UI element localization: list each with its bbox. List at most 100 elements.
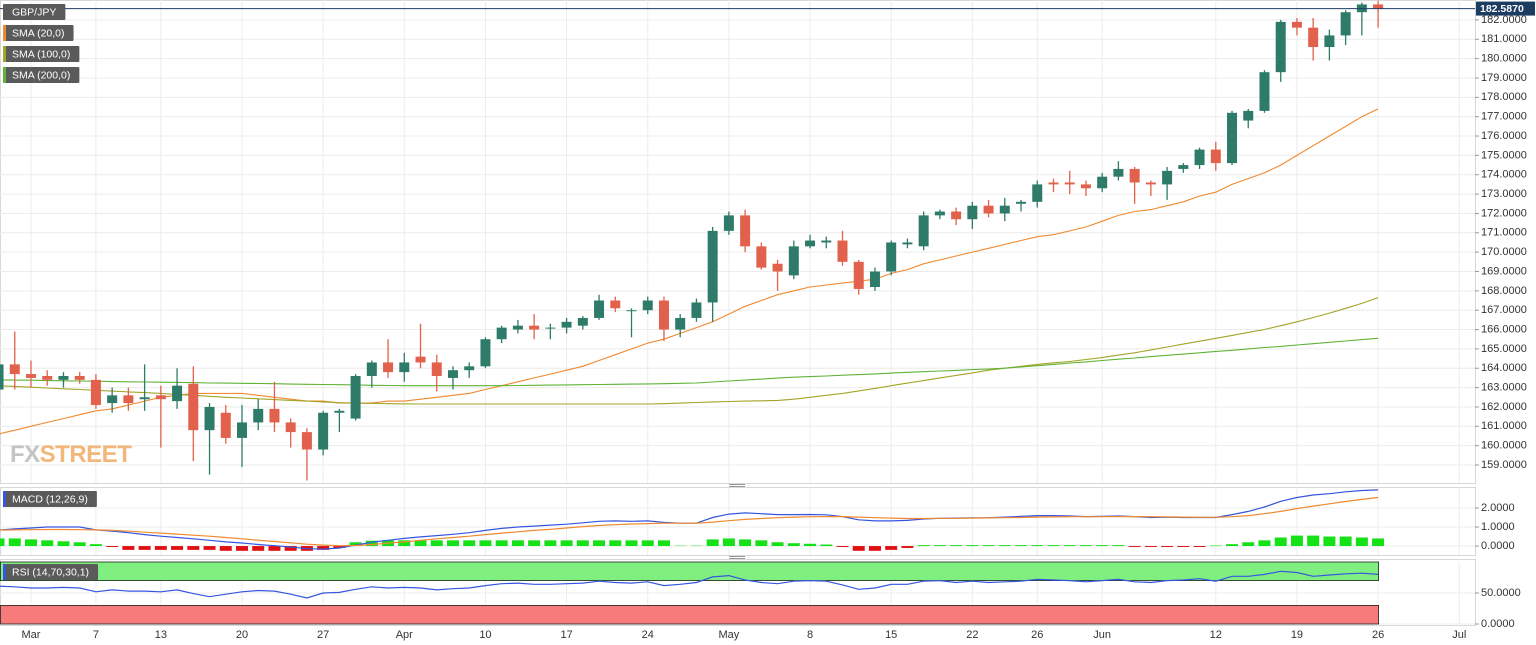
- histogram-bar: [252, 546, 265, 551]
- histogram-bar: [901, 546, 914, 548]
- histogram-bar: [73, 542, 86, 547]
- candle-body: [869, 271, 880, 287]
- histogram-bar: [1307, 535, 1320, 547]
- histogram-bar: [203, 546, 216, 550]
- candle-body: [496, 327, 507, 340]
- pane-resize-handle[interactable]: [729, 556, 745, 559]
- candle-body: [772, 263, 783, 272]
- legend-box: [3, 46, 80, 62]
- histogram-bar: [868, 546, 881, 551]
- histogram-bar: [122, 546, 135, 550]
- x-tick-label: 8: [807, 629, 813, 641]
- candle-body: [188, 383, 199, 431]
- candle-body: [1308, 27, 1319, 48]
- x-tick-label: 20: [236, 629, 248, 641]
- candle-body: [1064, 182, 1075, 185]
- y-tick-label: 160.0000: [1481, 440, 1527, 452]
- histogram-bar: [284, 546, 297, 551]
- candle-body: [123, 395, 134, 404]
- histogram-bar: [1209, 545, 1222, 547]
- x-tick-label: 26: [1031, 629, 1043, 641]
- candle-body: [350, 375, 361, 419]
- candle-body: [805, 240, 816, 247]
- y-tick-label: 171.0000: [1481, 227, 1527, 239]
- x-tick-label: 17: [560, 629, 572, 641]
- x-tick-label: 26: [1372, 629, 1384, 641]
- y-tick-label: 177.0000: [1481, 111, 1527, 123]
- candle-body: [740, 215, 751, 247]
- candle-body: [821, 240, 832, 243]
- histogram-bar: [268, 546, 281, 551]
- pane-resize-handle[interactable]: [729, 484, 745, 487]
- candle-body: [366, 362, 377, 376]
- watermark-part: STREET: [40, 441, 133, 468]
- candle-body: [837, 240, 848, 262]
- candle-body: [1097, 176, 1108, 189]
- candle-body: [1291, 21, 1302, 28]
- candle-body: [1113, 168, 1124, 177]
- candle-body: [577, 317, 588, 326]
- histogram-bar: [511, 540, 524, 547]
- histogram-bar: [722, 538, 735, 547]
- legend-box: [3, 25, 74, 41]
- candle-body: [42, 375, 53, 380]
- histogram-bar: [1258, 540, 1271, 547]
- histogram-bar: [235, 546, 248, 551]
- y-tick-label: 173.0000: [1481, 188, 1527, 200]
- candle-body: [675, 317, 686, 330]
- histogram-bar: [1112, 545, 1125, 547]
- candle-body: [1373, 4, 1384, 9]
- legend-swatch: [3, 564, 6, 580]
- legend-item[interactable]: SMA (200,0): [3, 67, 80, 83]
- sma-line: [0, 108, 1379, 435]
- histogram-bar: [1031, 545, 1044, 547]
- histogram-bar: [446, 540, 459, 547]
- candle-body: [545, 327, 556, 329]
- histogram-bar: [820, 544, 833, 547]
- candle-body: [253, 408, 264, 423]
- candle-body: [155, 395, 166, 400]
- legend-item[interactable]: RSI (14,70,30,1): [3, 564, 99, 580]
- candle-body: [26, 374, 36, 378]
- legend-label: SMA (100,0): [12, 48, 70, 60]
- candle-body: [707, 230, 718, 303]
- candle-body: [983, 205, 994, 214]
- histogram-bar: [966, 545, 979, 547]
- histogram-bar: [430, 540, 443, 547]
- candle-body: [918, 215, 929, 247]
- histogram-bar: [171, 546, 184, 550]
- candle-body: [1145, 182, 1156, 185]
- y-tick-label: 162.0000: [1481, 401, 1527, 413]
- candle-body: [383, 362, 394, 373]
- candle-body: [399, 362, 410, 373]
- legend-item[interactable]: SMA (20,0): [3, 25, 74, 41]
- candle-body: [58, 375, 69, 380]
- legend-item[interactable]: MACD (12,26,9): [3, 491, 97, 507]
- histogram-bar: [706, 539, 719, 547]
- candle-body: [107, 395, 118, 404]
- candle-body: [480, 339, 491, 367]
- histogram-bar: [641, 540, 654, 547]
- histogram-bar: [625, 540, 638, 547]
- histogram-bar: [1372, 538, 1385, 547]
- x-tick-label: 7: [93, 629, 99, 641]
- histogram-bar: [463, 540, 476, 547]
- candle-body: [951, 211, 962, 220]
- last-price-label: 182.5870: [1480, 3, 1524, 15]
- x-tick-label: Jul: [1452, 629, 1466, 641]
- candle-body: [139, 397, 150, 400]
- y-tick-label: 179.0000: [1481, 72, 1527, 84]
- price-pane: [0, 0, 1476, 484]
- candle-body: [723, 215, 734, 231]
- oversold-band: [0, 605, 1379, 625]
- candle-body: [1129, 168, 1140, 183]
- y-tick-label: 175.0000: [1481, 149, 1527, 161]
- x-tick-label: 24: [642, 629, 654, 641]
- y-tick-label: 0.0000: [1481, 540, 1515, 552]
- candle-body: [853, 261, 864, 289]
- legend-item[interactable]: GBP/JPY: [3, 4, 66, 20]
- legend-item[interactable]: SMA (100,0): [3, 46, 80, 62]
- candle-body: [756, 246, 767, 268]
- x-tick-label: Apr: [396, 629, 413, 641]
- histogram-bar: [0, 538, 5, 547]
